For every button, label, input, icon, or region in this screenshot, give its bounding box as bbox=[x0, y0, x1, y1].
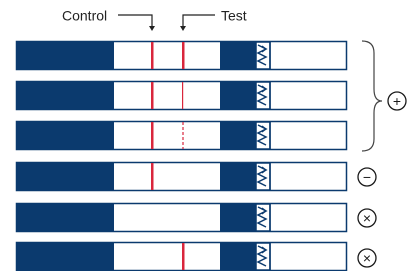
diagram: Control Test + − × × bbox=[0, 0, 409, 271]
control-arrowhead bbox=[149, 26, 155, 31]
bracket bbox=[362, 41, 382, 151]
strip bbox=[16, 121, 347, 150]
result-symbol: − bbox=[363, 169, 371, 185]
test-arrowhead bbox=[180, 26, 186, 31]
test-label: Test bbox=[221, 8, 247, 24]
control-arrow bbox=[118, 15, 152, 27]
result-symbol: × bbox=[363, 250, 371, 266]
result-symbol: × bbox=[363, 210, 371, 226]
strip bbox=[16, 162, 347, 191]
strip bbox=[16, 41, 347, 70]
strip bbox=[16, 242, 347, 271]
result-symbol: + bbox=[393, 93, 401, 109]
strip bbox=[16, 203, 347, 232]
test-arrow bbox=[183, 15, 215, 27]
control-label: Control bbox=[62, 8, 107, 24]
strip bbox=[16, 81, 347, 110]
